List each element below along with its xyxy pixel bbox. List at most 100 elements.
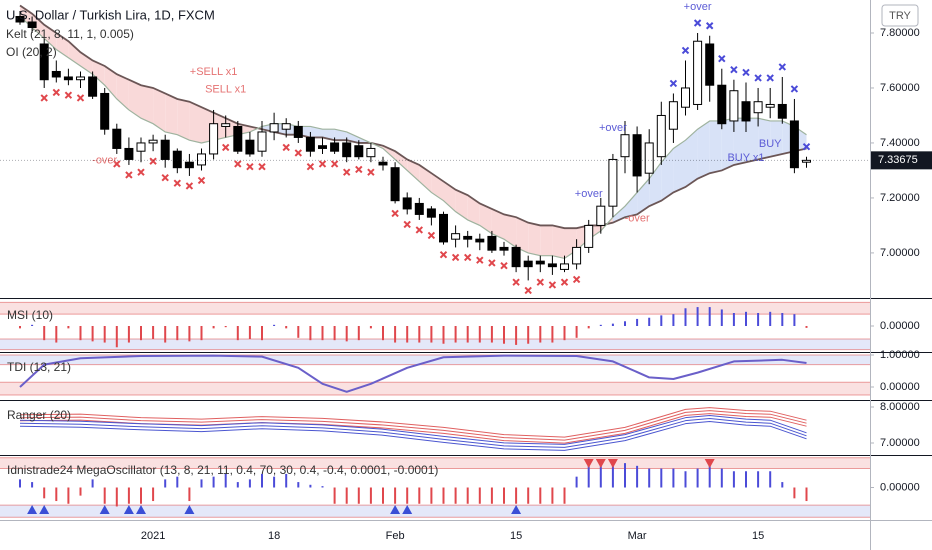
candle-body (160, 139, 170, 160)
currency-label[interactable]: TRY (889, 10, 911, 22)
signal-cross (718, 55, 726, 63)
signal-triangle (99, 505, 110, 514)
candle-body (608, 158, 618, 207)
cloud-fill (177, 98, 190, 141)
oscillator-bar (382, 326, 384, 341)
level-band (0, 382, 870, 396)
cloud-fill (56, 32, 69, 58)
oscillator-bar (19, 479, 21, 488)
signal-cross (524, 286, 532, 295)
oscillator-bar (200, 479, 203, 488)
signal-cross (234, 160, 242, 168)
signal-cross (451, 253, 460, 262)
candle-body (39, 43, 49, 81)
signal-cross (330, 160, 339, 168)
candle-body (656, 114, 666, 158)
signal-cross (52, 88, 61, 97)
signal-cross (669, 79, 678, 88)
oscillator-bar (527, 487, 530, 504)
oscillator-bar (527, 326, 530, 344)
oscillator-bar (188, 326, 191, 342)
candle-body (390, 167, 400, 202)
oscillator-bar (309, 326, 312, 341)
indicator-line (19, 418, 807, 448)
candle-body (354, 145, 364, 158)
y-tick-label: 7.80000 (880, 27, 920, 39)
signal-cross (221, 143, 230, 152)
signal-annotation: +over (684, 1, 712, 13)
pane-title: TDI (13, 21) (7, 360, 71, 374)
candle-body (777, 103, 787, 119)
signal-cross (512, 278, 520, 286)
candle-body (523, 260, 533, 268)
signal-cross (258, 162, 266, 171)
signal-cross (778, 63, 787, 71)
oscillator-bar (345, 326, 348, 342)
oscillator-bar (333, 487, 336, 504)
x-tick-label: 18 (268, 530, 280, 542)
oscillator-bar (660, 468, 663, 488)
oscillator-bar (587, 326, 590, 329)
signal-triangle (39, 505, 50, 514)
oscillator-bar (248, 479, 251, 488)
candle-body (741, 101, 751, 122)
signal-triangle (123, 505, 134, 514)
indicator-line (19, 410, 807, 441)
chart-title: U.S. Dollar / Turkish Lira, 1D, FXCM (6, 7, 215, 22)
candle-body (584, 224, 594, 248)
signal-cross (367, 168, 375, 176)
oscillator-bar (55, 326, 58, 343)
oscillator-bar (781, 482, 784, 488)
cloud-fill (395, 151, 408, 171)
oscillator-bar (345, 487, 348, 504)
signal-cross (342, 168, 351, 176)
oscillator-bar (757, 313, 760, 326)
candle-body (257, 131, 267, 152)
candle-body (463, 235, 473, 240)
candle-body (475, 238, 485, 243)
oscillator-bar (672, 468, 675, 488)
candle-body (124, 147, 134, 160)
x-tick-label: 2021 (141, 530, 165, 542)
signal-cross (294, 149, 303, 157)
indicator-line (19, 407, 807, 438)
oscillator-bar (599, 463, 602, 488)
signal-triangle (27, 505, 38, 514)
oscillator-bar (248, 326, 251, 339)
cloud-fill (528, 222, 541, 256)
oscillator-bar (224, 473, 227, 488)
signal-annotation: +over (599, 122, 627, 134)
signal-cross (790, 85, 799, 93)
candle-body (439, 213, 448, 243)
cloud-fill (770, 120, 783, 157)
oscillator-bar (115, 487, 118, 507)
signal-cross (742, 68, 750, 77)
candle-body (802, 159, 811, 163)
oscillator-bar (720, 309, 723, 326)
oscillator-bar (684, 471, 687, 488)
candle-body (414, 202, 424, 215)
oscillator-bar (478, 326, 481, 343)
cloud-fill (637, 178, 650, 215)
candle-body (717, 84, 727, 125)
oscillator-bar (478, 487, 481, 504)
candle-body (88, 76, 98, 97)
candle-body (644, 142, 654, 174)
oscillator-bar (140, 326, 142, 341)
candle-body (511, 246, 521, 268)
oscillator-bar (261, 473, 263, 488)
oscillator-bar (454, 326, 457, 343)
signal-triangle (136, 505, 146, 514)
candle-body (76, 76, 85, 81)
oscillator-bar (732, 313, 735, 326)
cloud-fill (80, 52, 93, 75)
oscillator-bar (91, 326, 94, 342)
oscillator-bar (708, 307, 711, 326)
signal-cross (355, 165, 363, 174)
currency-button[interactable] (881, 4, 919, 27)
candle-body (366, 147, 376, 158)
oscillator-bar (503, 326, 505, 344)
y-tick-label: 7.40000 (880, 137, 920, 149)
